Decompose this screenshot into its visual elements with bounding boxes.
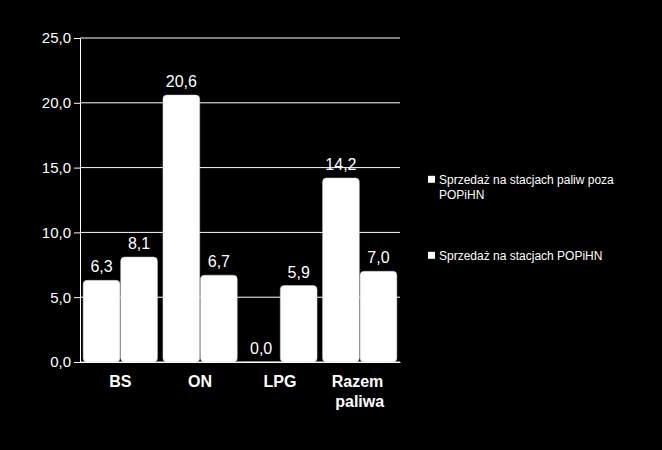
y-tick-label: 5,0 (50, 289, 71, 306)
data-label: 8,1 (128, 235, 150, 252)
data-label: 6,3 (90, 258, 112, 275)
y-axis: 0,0 5,0 10,0 15,0 20,0 25,0 (42, 29, 81, 370)
x-tick-label: BS (109, 373, 132, 390)
plot: 0,0 5,0 10,0 15,0 20,0 25,0 BS ON LPG Razem paliw… (42, 29, 401, 409)
legend-label: Sprzedaż na stacjach POPiHN (439, 249, 602, 263)
x-tick: Razem paliwa (332, 362, 388, 410)
y-tick-label: 0,0 (50, 353, 71, 370)
data-labels: 6,3 20,6 0,0 14,2 8,1 6,7 5,9 7,0 (90, 73, 389, 357)
x-tick: BS (109, 362, 132, 390)
bar (280, 286, 317, 362)
chart: 0,0 5,0 10,0 15,0 20,0 25,0 BS ON LPG Razem paliw… (0, 0, 662, 450)
y-tick: 25,0 (42, 29, 80, 46)
x-axis-line (81, 362, 401, 363)
y-tick-mark (74, 297, 80, 298)
data-label: 5,9 (288, 264, 310, 281)
y-axis-line (80, 39, 81, 363)
x-tick-label: LPG (263, 373, 296, 390)
y-tick-mark (74, 103, 80, 104)
grid-line (80, 38, 400, 39)
bar (200, 275, 237, 362)
grid (80, 38, 400, 362)
series (121, 257, 397, 362)
x-axis: BS ON LPG Razem paliwa (81, 362, 401, 410)
data-label: 7,0 (367, 249, 389, 266)
x-tick: LPG (263, 362, 296, 390)
y-tick-label: 10,0 (42, 224, 71, 241)
y-tick: 20,0 (42, 94, 80, 111)
legend-label: Sprzedaż na stacjach paliw poza POPiHN (439, 173, 617, 202)
bars (83, 95, 397, 362)
bar (243, 362, 280, 363)
data-label: 14,2 (325, 156, 356, 173)
y-tick-mark (74, 232, 80, 233)
y-tick: 15,0 (42, 159, 80, 176)
y-tick-mark (74, 362, 80, 363)
legend-swatch (428, 176, 435, 183)
bar (83, 280, 120, 362)
y-tick: 5,0 (50, 289, 80, 306)
series (83, 95, 359, 362)
grid-line (80, 102, 400, 103)
y-tick: 0,0 (50, 353, 80, 370)
data-label: 20,6 (166, 73, 197, 90)
y-tick-label: 25,0 (42, 29, 71, 46)
legend: Sprzedaż na stacjach paliw poza POPiHN Sp… (428, 173, 617, 263)
bar (121, 257, 158, 362)
legend-swatch (428, 252, 435, 259)
y-tick-label: 15,0 (42, 159, 71, 176)
data-label: 6,7 (208, 253, 230, 270)
legend-item: Sprzedaż na stacjach paliw poza POPiHN (428, 173, 617, 202)
legend-item: Sprzedaż na stacjach POPiHN (428, 249, 602, 263)
data-label: 0,0 (250, 340, 272, 357)
y-tick-label: 20,0 (42, 94, 71, 111)
y-tick: 10,0 (42, 224, 80, 241)
bar (323, 178, 360, 362)
y-tick-mark (74, 38, 80, 39)
background (0, 0, 662, 450)
bar (360, 271, 397, 362)
y-tick-mark (74, 168, 80, 169)
bar (163, 95, 200, 362)
x-tick-label: ON (188, 373, 212, 390)
x-tick-label: Razem paliwa (332, 373, 388, 409)
x-tick: ON (188, 362, 212, 390)
